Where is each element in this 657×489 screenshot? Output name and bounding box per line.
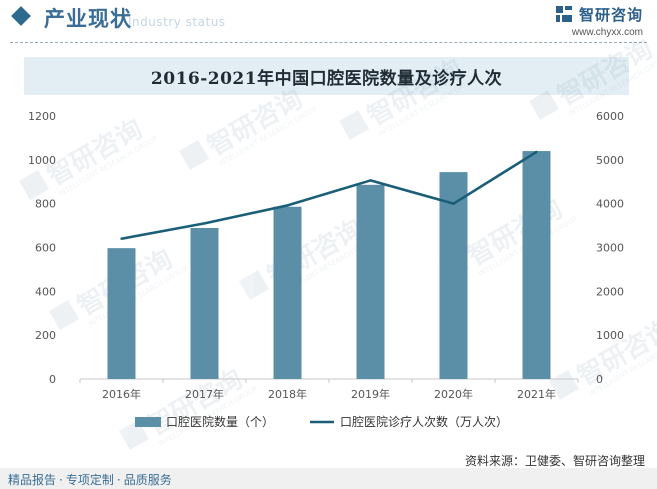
brand-url[interactable]: www.chyxx.com: [571, 27, 643, 38]
x-tick-label: 2021年: [517, 387, 556, 401]
bar: [356, 184, 385, 379]
chart-title-band: 2016-2021年中国口腔医院数量及诊疗人次: [24, 57, 629, 95]
bar: [190, 227, 219, 379]
legend-bar-swatch: [135, 417, 161, 427]
watermark-logo-icon: [179, 139, 210, 170]
x-tick-label: 2016年: [102, 387, 141, 401]
y-right-tick-label: 0: [596, 373, 603, 386]
y-right-tick-label: 6000: [596, 110, 624, 123]
x-tick-label: 2017年: [185, 387, 224, 401]
watermark-logo-icon: [239, 269, 270, 300]
footer-tag: 品质服务: [123, 473, 172, 487]
bar: [439, 172, 468, 379]
bar: [107, 248, 136, 379]
chart-axes: 0 200 400 600 800 1000 1200 0 1000 2000 3000 4000 50…: [28, 110, 624, 401]
legend-line-label: 口腔医院诊疗人次数（万人次）: [340, 414, 508, 429]
line-point: [535, 150, 538, 154]
footer-tags: 精品报告 · 专项定制 · 品质服务: [8, 471, 172, 488]
legend: 口腔医院数量（个） 口腔医院诊疗人次数（万人次）: [135, 414, 508, 429]
y-left-tick-label: 600: [35, 242, 56, 255]
line-series: [120, 150, 538, 241]
y-left-tick-label: 1000: [28, 154, 56, 167]
footer-band: [0, 468, 657, 489]
footer-tag: 精品报告: [8, 473, 57, 487]
section-subtitle: Industry status: [128, 15, 226, 29]
watermark-logo-icon: [339, 109, 370, 140]
x-tick-label: 2019年: [351, 387, 390, 401]
y-right-tick-label: 1000: [596, 329, 624, 342]
bar: [273, 206, 302, 379]
footer-separator: ·: [59, 473, 63, 487]
watermark-logo-icon: [49, 299, 80, 330]
line-point: [120, 237, 123, 240]
line-point: [203, 222, 206, 225]
line-point: [452, 202, 455, 205]
section-title: 产业现状: [44, 7, 132, 31]
footer-separator: ·: [116, 473, 121, 487]
y-left-tick-label: 400: [35, 285, 56, 298]
header: Industry status 产业现状 智研咨询 www.chyxx.com: [0, 0, 657, 44]
x-tick-label: 2018年: [268, 387, 307, 401]
bar-series: [107, 151, 551, 379]
legend-bar-label: 口腔医院数量（个）: [166, 414, 274, 429]
y-left-tick-label: 200: [35, 329, 56, 342]
y-right-tick-label: 3000: [596, 242, 624, 255]
source-note: 资料来源：卫健委、智研咨询整理: [464, 454, 645, 468]
y-right-tick-label: 4000: [596, 198, 624, 211]
line-point: [286, 204, 289, 207]
series-line: [121, 150, 538, 241]
footer-tag: 专项定制: [65, 473, 114, 487]
header-divider: [10, 42, 647, 43]
y-left-tick-label: 1200: [28, 110, 56, 123]
y-right-tick-label: 5000: [596, 154, 624, 167]
bar: [522, 151, 551, 379]
y-left-tick-label: 800: [35, 198, 56, 211]
brand-logo-icon: [555, 6, 572, 22]
y-right-tick-label: 2000: [596, 285, 624, 298]
brand[interactable]: 智研咨询: [555, 3, 643, 25]
brand-name: 智研咨询: [578, 5, 643, 24]
watermark-logo-icon: [19, 169, 50, 200]
watermark-logo-icon: [529, 89, 560, 120]
line-point: [369, 179, 372, 182]
watermark-logo-icon: [549, 369, 580, 400]
x-tick-label: 2020年: [434, 387, 473, 401]
y-left-tick-label: 0: [49, 373, 56, 386]
watermark-logo-icon: [118, 419, 150, 450]
chart-title: 2016-2021年中国口腔医院数量及诊疗人次: [150, 68, 503, 89]
